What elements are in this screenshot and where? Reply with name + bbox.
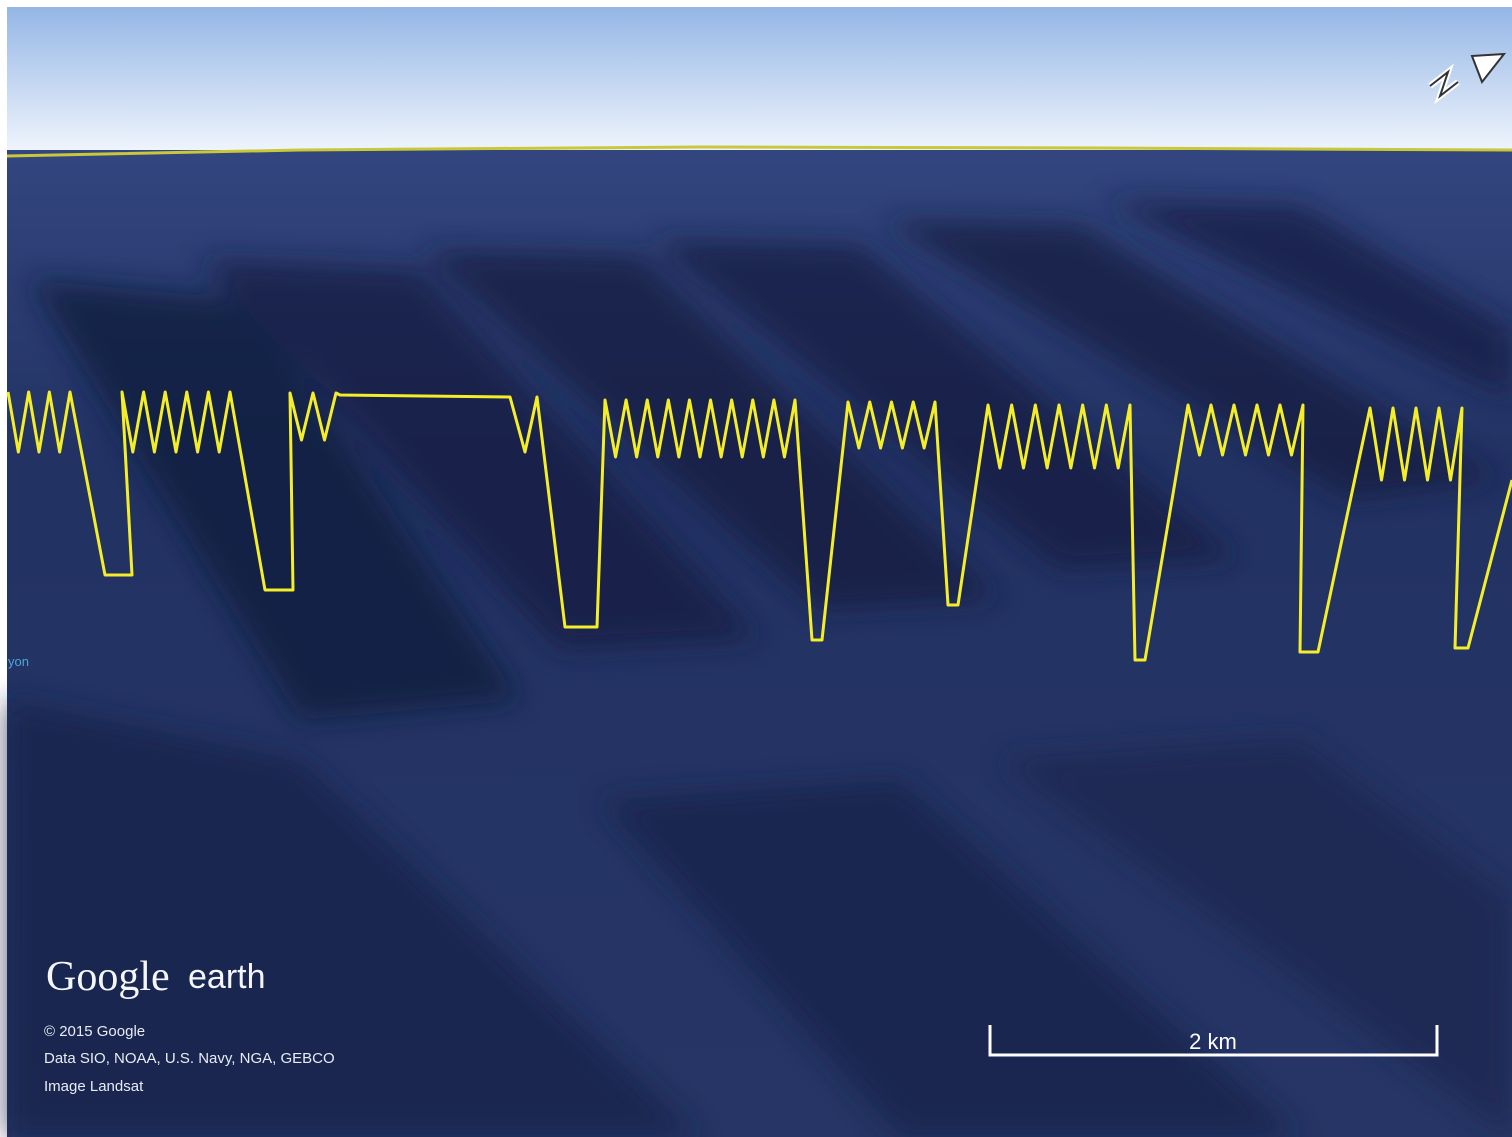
compass — [1428, 52, 1507, 105]
terrain-ridges — [7, 200, 1512, 1137]
logo-product: earth — [188, 958, 266, 996]
data-credit: Data SIO, NOAA, U.S. Navy, NGA, GEBCO — [44, 1050, 335, 1067]
image-credit: Image Landsat — [44, 1078, 144, 1095]
sky — [7, 7, 1512, 150]
track-line — [6, 390, 1512, 662]
scale-bar — [988, 1025, 1439, 1057]
copyright: © 2015 Google — [44, 1023, 145, 1040]
horizon — [6, 145, 1512, 158]
place-label: yon — [8, 654, 29, 669]
logo-brand: Google — [46, 954, 170, 1000]
scale-label: 2 km — [1189, 1029, 1237, 1054]
